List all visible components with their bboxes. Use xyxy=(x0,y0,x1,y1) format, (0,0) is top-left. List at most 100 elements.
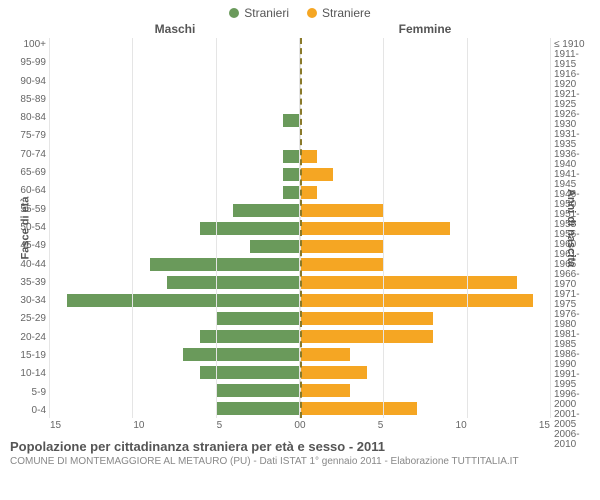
bar-row xyxy=(300,130,550,146)
x-tick: 15 xyxy=(50,420,61,431)
age-label: 75-79 xyxy=(8,131,50,141)
bar-row xyxy=(300,94,550,110)
legend-item-female: Straniere xyxy=(307,6,371,20)
bar-row xyxy=(300,364,550,380)
female-bar xyxy=(300,150,317,163)
x-ticks-right: 051015 xyxy=(300,420,550,431)
birth-year-label: 1941-1945 xyxy=(550,170,592,190)
female-bar xyxy=(300,222,450,235)
male-bar xyxy=(150,258,300,271)
x-tick: 10 xyxy=(456,420,467,431)
age-label: 35-39 xyxy=(8,278,50,288)
bar-row xyxy=(50,184,300,200)
female-bar xyxy=(300,240,383,253)
bar-row xyxy=(300,166,550,182)
bar-row xyxy=(50,346,300,362)
legend-label-male: Stranieri xyxy=(244,6,289,20)
bar-row xyxy=(300,292,550,308)
birth-year-label: 1986-1990 xyxy=(550,350,592,370)
plot xyxy=(50,38,550,418)
x-tick: 0 xyxy=(300,420,306,431)
bar-row xyxy=(50,202,300,218)
male-bar xyxy=(283,114,300,127)
y-axis-title-right: Anni di nascita xyxy=(565,189,577,267)
column-headers: Maschi Femmine xyxy=(0,22,600,38)
grid-line xyxy=(383,38,384,418)
bar-row xyxy=(300,220,550,236)
birth-year-label: 1911-1915 xyxy=(550,50,592,70)
grid-line xyxy=(132,38,133,418)
female-bar xyxy=(300,330,433,343)
x-axis: 151050 051015 xyxy=(0,418,600,431)
bar-row xyxy=(50,166,300,182)
age-label: 0-4 xyxy=(8,406,50,416)
male-bar xyxy=(233,204,300,217)
age-label: 20-24 xyxy=(8,333,50,343)
bar-row xyxy=(50,382,300,398)
bar-row xyxy=(300,346,550,362)
bar-row xyxy=(50,292,300,308)
birth-year-label: 2001-2005 xyxy=(550,410,592,430)
x-ticks-left: 151050 xyxy=(50,420,300,431)
grid-line xyxy=(467,38,468,418)
age-label: 65-69 xyxy=(8,168,50,178)
bar-row xyxy=(50,148,300,164)
male-bar xyxy=(67,294,300,307)
bar-row xyxy=(50,274,300,290)
age-label: 70-74 xyxy=(8,150,50,160)
x-tick: 10 xyxy=(133,420,144,431)
age-label: 95-99 xyxy=(8,58,50,68)
chart-title: Popolazione per cittadinanza straniera p… xyxy=(0,431,600,454)
birth-year-label: 1981-1985 xyxy=(550,330,592,350)
female-bar xyxy=(300,204,383,217)
birth-year-label: 1936-1940 xyxy=(550,150,592,170)
y-axis-title-left: Fasce di età xyxy=(19,197,31,260)
bar-row xyxy=(50,58,300,74)
female-bar xyxy=(300,366,367,379)
male-bar xyxy=(283,168,300,181)
legend: Stranieri Straniere xyxy=(0,0,600,22)
age-label: 100+ xyxy=(8,40,50,50)
birth-year-label: 1921-1925 xyxy=(550,90,592,110)
bar-row xyxy=(300,328,550,344)
bar-row xyxy=(50,130,300,146)
female-bar xyxy=(300,186,317,199)
age-label: 80-84 xyxy=(8,113,50,123)
female-bar xyxy=(300,168,333,181)
birth-year-label: 1966-1970 xyxy=(550,270,592,290)
age-label: 60-64 xyxy=(8,186,50,196)
age-label: 5-9 xyxy=(8,388,50,398)
bar-row xyxy=(50,328,300,344)
age-label: 10-14 xyxy=(8,369,50,379)
bar-row xyxy=(50,400,300,416)
male-bar xyxy=(283,186,300,199)
bar-row xyxy=(50,310,300,326)
female-bar xyxy=(300,312,433,325)
birth-year-label: 1926-1930 xyxy=(550,110,592,130)
bar-row xyxy=(300,400,550,416)
header-female: Femmine xyxy=(300,22,550,36)
x-tick: 5 xyxy=(378,420,384,431)
age-label: 30-34 xyxy=(8,296,50,306)
age-label: 15-19 xyxy=(8,351,50,361)
bar-row xyxy=(50,76,300,92)
swatch-male xyxy=(229,8,239,18)
bar-row xyxy=(50,220,300,236)
bar-row xyxy=(300,382,550,398)
female-bar xyxy=(300,276,517,289)
birth-year-label: 1916-1920 xyxy=(550,70,592,90)
bar-row xyxy=(50,238,300,254)
male-bar xyxy=(250,240,300,253)
bar-row xyxy=(300,112,550,128)
grid-line xyxy=(49,38,50,418)
birth-year-label: 1931-1935 xyxy=(550,130,592,150)
swatch-female xyxy=(307,8,317,18)
male-bar xyxy=(217,312,300,325)
birth-year-label: 2006-2010 xyxy=(550,430,592,450)
bar-row xyxy=(50,94,300,110)
bar-row xyxy=(300,256,550,272)
female-bar xyxy=(300,294,533,307)
bar-row xyxy=(300,76,550,92)
bar-row xyxy=(50,40,300,56)
male-bar xyxy=(217,384,300,397)
